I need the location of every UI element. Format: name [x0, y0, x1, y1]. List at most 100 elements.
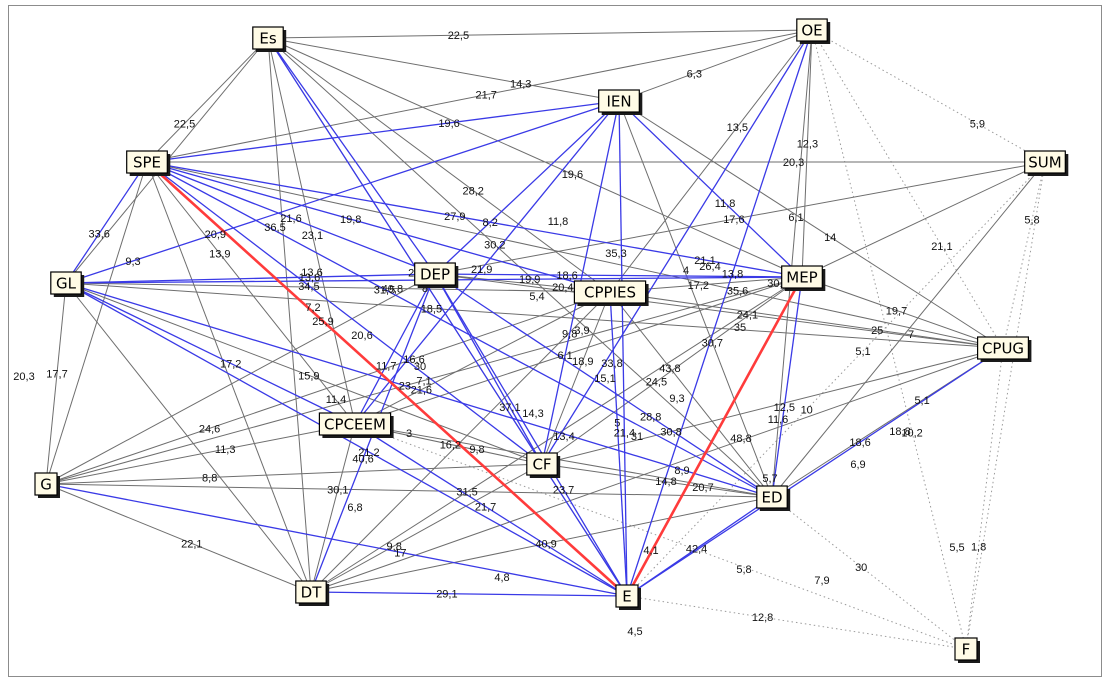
node-label: F: [962, 641, 971, 659]
edge-weight-label: 25,9: [312, 316, 333, 328]
node-box: [976, 336, 1029, 360]
node-oe[interactable]: OE: [796, 18, 831, 44]
node-cppies[interactable]: CPPIES: [573, 280, 649, 306]
node-gl[interactable]: GL: [50, 271, 85, 297]
node-label: ED: [761, 489, 782, 507]
node-dep[interactable]: DEP: [414, 262, 459, 288]
node-label: MEP: [786, 269, 817, 287]
node-cpug[interactable]: CPUG: [976, 336, 1032, 362]
node-e[interactable]: E: [615, 584, 641, 610]
edge-spe-e: [146, 161, 628, 597]
node-spe[interactable]: SPE: [126, 150, 171, 176]
edge-weight-label: 30,8: [660, 427, 681, 439]
edge-gl-cpceem: [65, 282, 356, 425]
edge-es-cf: [267, 37, 543, 465]
edge-dep-ed: [434, 273, 773, 498]
edge-dep-cpceem: [354, 273, 436, 425]
node-ed[interactable]: ED: [756, 485, 791, 511]
edge-weight-label: 19,8: [340, 214, 361, 226]
edge-ien-cpceem: [354, 100, 620, 425]
node-box: [615, 584, 639, 608]
edge-weight-label: 25: [871, 325, 883, 337]
node-cpceem[interactable]: CPCEEM: [318, 412, 394, 438]
edge-cf-e: [541, 463, 628, 597]
edge-weight-label: 11,3: [215, 444, 236, 456]
node-label: IEN: [606, 93, 631, 111]
edge-mep-cpug: [801, 276, 1004, 349]
edge-weight-label: 31,5: [374, 284, 395, 296]
edge-weight-label: 8: [422, 283, 428, 295]
edge-spe-mep: [146, 161, 803, 278]
node-box: [1024, 150, 1066, 174]
node-g[interactable]: G: [34, 472, 60, 498]
edge-weight-label: 30: [855, 562, 867, 574]
node-box: [573, 280, 647, 304]
edge-g-ed: [45, 483, 773, 498]
edge-es-mep: [267, 37, 803, 278]
edge-dep-cpug: [434, 273, 1004, 349]
edge-oe-e: [626, 29, 813, 597]
edge-weight-label: 13,4: [553, 431, 574, 443]
edge-mep-ed: [771, 276, 803, 498]
edge-dep-g: [45, 273, 436, 485]
edge-weight-label: 11,7: [376, 361, 397, 373]
edge-weight-label: 13,5: [727, 122, 748, 134]
edge-dep-cf: [434, 273, 543, 465]
edge-weight-label: 23,1: [302, 230, 323, 242]
edge-cpug-sum: [1002, 161, 1046, 349]
node-label: SPE: [133, 154, 161, 172]
edge-weight-label: 30,1: [327, 485, 348, 497]
edge-ien-ed: [618, 100, 773, 498]
edge-gl-cpug: [65, 282, 1004, 349]
edge-cppies-e: [609, 291, 628, 597]
edge-es-cpceem: [267, 37, 356, 425]
edge-weight-label: 16,2: [440, 439, 461, 451]
node-dt[interactable]: DT: [295, 580, 330, 606]
edge-spe-g: [45, 161, 148, 485]
node-mep[interactable]: MEP: [781, 265, 826, 291]
edge-dep-mep: [434, 273, 803, 278]
node-cf[interactable]: CF: [526, 452, 561, 478]
edge-mep-e: [625, 276, 804, 597]
edge-weight-label: 23: [399, 381, 411, 393]
edge-weight-label: 21,6: [411, 385, 432, 397]
node-ien[interactable]: IEN: [598, 89, 643, 115]
edge-weight-label: 17,2: [220, 358, 241, 370]
edge-dep-e: [434, 273, 628, 597]
node-es[interactable]: Es: [252, 26, 287, 52]
edge-weight-label: 28,8: [640, 412, 661, 424]
edge-oe-sum: [811, 29, 1046, 163]
edge-ed-dt: [310, 496, 773, 593]
edge-weight-label: 21,2: [358, 447, 379, 459]
edge-weight-label: 7,9: [814, 575, 829, 587]
edge-weight-label: 24,6: [199, 423, 220, 435]
edge-weight-label: 30: [414, 361, 426, 373]
edge-weight-label: 21,7: [475, 90, 496, 102]
edge-g-e: [45, 483, 628, 597]
edge-e-f: [626, 595, 967, 650]
edge-weight-label: 6,1: [788, 212, 803, 224]
edge-cppies-cf: [541, 291, 611, 465]
edge-weight-label: 11,4: [326, 394, 347, 406]
edge-ien-spe: [146, 100, 620, 163]
node-label: CF: [532, 456, 551, 474]
edge-weight-label: 40,8: [382, 283, 403, 295]
node-box: [781, 265, 823, 289]
edge-sum-ed: [771, 161, 1046, 498]
node-sum[interactable]: SUM: [1024, 150, 1069, 176]
edge-es-dt: [267, 37, 312, 593]
edge-weight-label: 35,6: [727, 285, 748, 297]
edge-weight-label: 21,6: [280, 213, 301, 225]
edge-cpug-dt: [310, 347, 1004, 593]
edge-weight-label: 20,4: [552, 282, 573, 294]
edge-weight-label: 21,1: [931, 241, 952, 253]
edge-ed-e: [626, 496, 773, 597]
edge-weight-label: 21,9: [471, 264, 492, 276]
node-label: G: [40, 476, 52, 494]
edge-spe-cppies: [146, 161, 611, 293]
node-f[interactable]: F: [954, 637, 980, 663]
edge-ien-oe: [618, 29, 813, 102]
edge-spe-ed: [146, 161, 773, 498]
edge-weight-label: 9,8: [469, 444, 484, 456]
